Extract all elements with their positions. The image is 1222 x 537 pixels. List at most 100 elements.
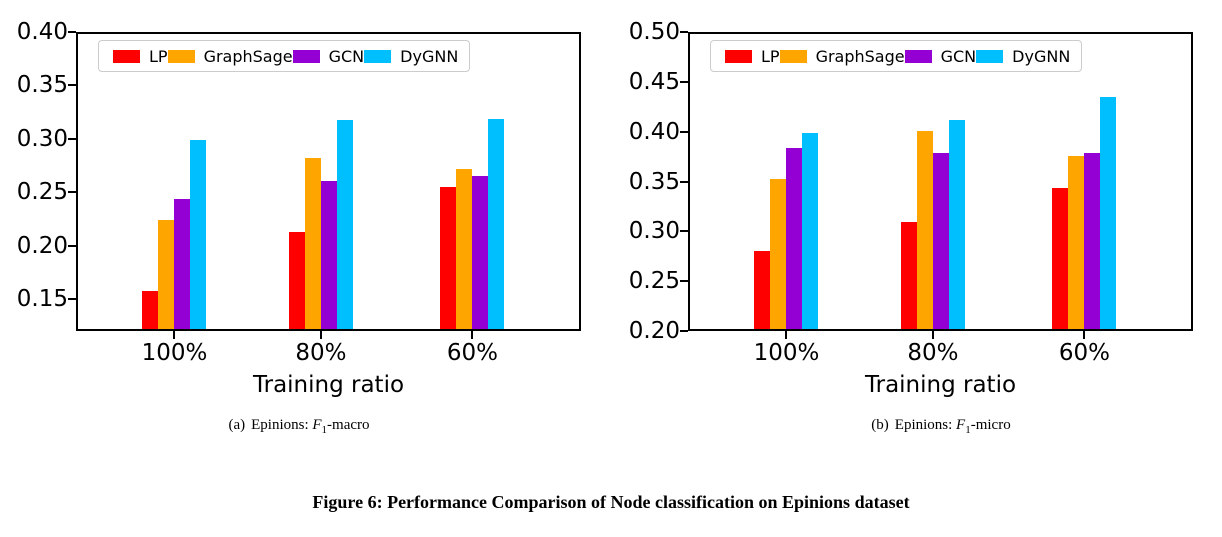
bar-LP-80% [288,231,305,329]
legend-label-DyGNN: DyGNN [1012,46,1071,66]
legend-label-GraphSage: GraphSage [815,46,905,66]
bar-GCN-100% [786,147,803,329]
y-tick-mark [680,80,688,83]
x-tick-label: 80% [907,340,959,366]
bar-GraphSage-60% [1068,155,1085,329]
x-tick-mark [471,331,474,339]
subcaption-a: (a) Epinions: F1-macro [228,417,369,436]
bar-LP-60% [1052,187,1069,329]
legend: LP GraphSage GCN DyGNN [98,40,470,72]
legend-label-LP: LP [149,46,168,66]
x-tick-label: 100% [753,340,820,366]
y-tick-label: 0.45 [628,68,680,95]
bar-DyGNN-100% [190,140,207,329]
legend-label-DyGNN: DyGNN [400,46,459,66]
legend-item-GCN: GCN [904,47,976,66]
legend-swatch-LP [725,49,752,63]
subcaption-a-metric-sub: 1 [321,424,328,436]
x-tick-label: 100% [141,340,208,366]
bar-GraphSage-80% [304,158,321,329]
y-tick-mark [680,230,688,233]
subcaption-b-index: (b) [871,417,889,433]
legend-item-GCN: GCN [292,46,365,66]
bar-DyGNN-60% [1100,96,1117,329]
y-tick-label: 0.40 [628,118,680,145]
y-tick-label: 0.20 [628,318,680,344]
x-axis-label: Training ratio [864,372,1017,398]
y-tick-label: 0.30 [16,125,68,152]
y-tick-mark [68,137,76,140]
y-tick-label: 0.40 [16,19,68,45]
subcaption-a-index: (a) [228,417,246,433]
legend-swatch-GCN [904,49,932,63]
bar-DyGNN-100% [802,132,819,329]
subcaption-a-suffix: -macro [327,417,370,433]
y-tick-mark [68,84,76,87]
x-tick-mark [1083,331,1086,339]
legend-item-LP: LP [113,47,168,66]
legend: LP GraphSage GCN DyGNN [710,40,1082,72]
x-tick-mark [319,331,322,339]
legend-item-GraphSage: GraphSage [167,46,293,66]
bar-GraphSage-80% [916,130,933,329]
legend-swatch-GraphSage [779,49,807,63]
y-tick-mark [68,31,76,33]
y-tick-mark [68,297,76,300]
subcaption-a-metric: F [312,417,322,433]
bar-DyGNN-80% [948,119,965,329]
y-tick-label: 0.25 [16,179,68,206]
subcaption-b-dataset: Epinions: [894,417,953,433]
x-tick-label: 60% [1058,340,1110,366]
y-tick-mark [680,280,688,283]
bar-DyGNN-80% [336,119,353,329]
subcaption-b-metric: F [956,417,966,433]
y-tick-mark [680,330,688,332]
bar-DyGNN-60% [488,118,505,329]
bar-GCN-60% [472,176,489,329]
subcaption-b-metric-sub: 1 [965,424,971,436]
y-tick-mark [680,31,688,33]
bar-GCN-80% [320,180,337,329]
legend-item-GraphSage: GraphSage [779,46,905,66]
y-tick-label: 0.20 [16,232,68,259]
x-axis-label: Training ratio [252,372,405,398]
y-tick-label: 0.15 [16,285,68,312]
subcaption-b: (b) Epinions: F1-micro [871,417,1010,436]
y-tick-label: 0.50 [628,19,680,45]
figure-caption: Figure 6: Performance Comparison of Node… [312,492,910,512]
y-tick-label: 0.30 [628,218,680,245]
bar-LP-100% [142,290,159,329]
chart-f1-macro: LP GraphSage GCN DyGNN 0.15 0.20 0.25 0.30 0.35 0… [17,19,581,398]
bar-LP-80% [900,222,917,329]
legend-swatch-DyGNN [364,49,392,63]
bar-GraphSage-100% [158,220,175,329]
y-tick-mark [68,244,76,247]
y-tick-mark [68,191,76,194]
x-tick-mark [785,331,788,339]
x-tick-label: 60% [446,340,498,366]
bar-GCN-80% [932,152,949,329]
y-tick-mark [680,180,688,183]
x-tick-mark [173,331,176,339]
plot-area: LP GraphSage GCN DyGNN [76,32,581,331]
bar-GCN-60% [1084,152,1101,329]
bar-GraphSage-100% [770,178,787,329]
legend-item-DyGNN: DyGNN [976,47,1070,66]
legend-swatch-GCN [292,49,320,63]
y-tick-mark [680,130,688,133]
subcaption-b-suffix: -micro [970,417,1011,433]
legend-label-GCN: GCN [328,46,365,66]
bar-GraphSage-60% [456,168,473,329]
legend-item-LP: LP [725,47,780,66]
bar-GCN-100% [174,198,191,329]
bar-LP-60% [440,187,457,329]
legend-label-GraphSage: GraphSage [203,46,293,66]
subcaption-a-dataset: Epinions: [251,417,309,433]
chart-f1-micro: LP GraphSage GCN DyGNN 0.20 0.25 0.30 0.35 0.40 0… [629,19,1193,398]
x-tick-mark [931,331,934,339]
bar-LP-100% [754,251,771,329]
y-tick-label: 0.35 [628,168,680,195]
legend-label-LP: LP [761,46,780,66]
legend-item-DyGNN: DyGNN [364,47,458,66]
